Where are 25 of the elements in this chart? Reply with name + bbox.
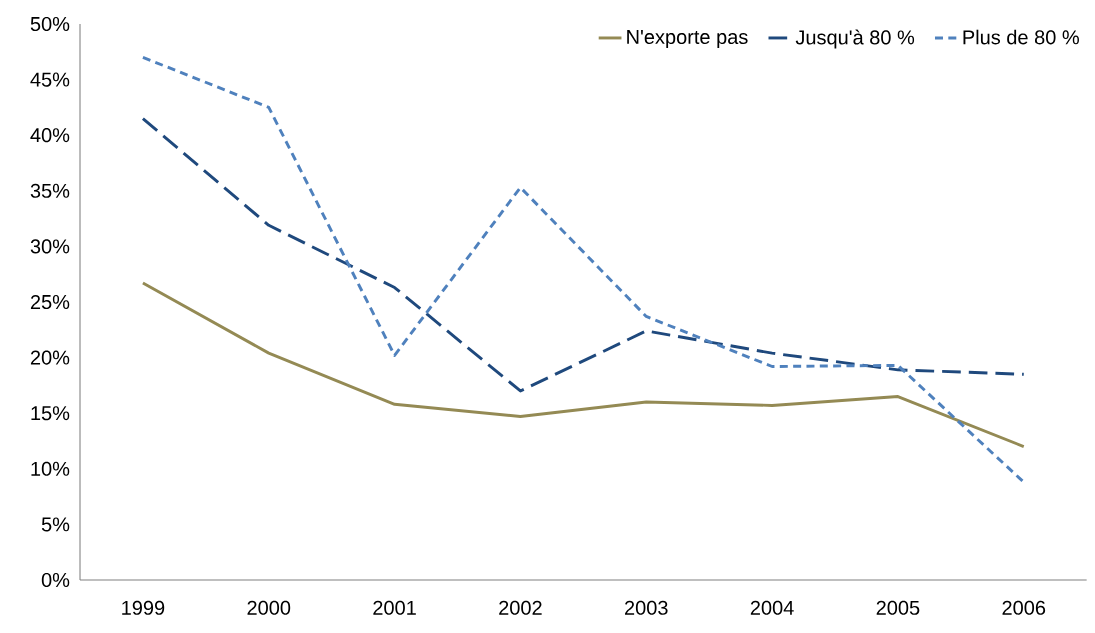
line-series xyxy=(141,117,1026,393)
x-tick-label: 2006 xyxy=(1002,600,1046,615)
x-tick-label: 2003 xyxy=(625,600,668,615)
y-tick-label: 15% xyxy=(31,406,70,421)
y-tick-label: 30% xyxy=(30,239,70,254)
y-tick-label: 25% xyxy=(30,294,70,310)
x-tick-label: 2001 xyxy=(373,600,416,615)
legend-label: Jusqu'à 80 % xyxy=(795,29,915,49)
y-tick-label: 45% xyxy=(30,72,70,87)
x-tick-label: 1999 xyxy=(122,600,165,615)
y-tick-label: 40% xyxy=(30,128,70,143)
x-tick-label: 2005 xyxy=(876,600,920,615)
x-tick-label: 2002 xyxy=(499,600,542,615)
line-series xyxy=(141,55,1026,484)
y-tick-label: 5% xyxy=(41,517,70,532)
legend-label: Plus de 80 % xyxy=(963,29,1079,45)
y-tick-label: 35% xyxy=(30,183,70,198)
x-tick-label: 2000 xyxy=(247,600,291,615)
line-series xyxy=(141,281,1026,449)
y-tick-label: 10% xyxy=(31,461,70,476)
y-tick-label: 20% xyxy=(30,350,70,365)
y-tick-label: 0% xyxy=(41,572,70,588)
y-tick-label: 50% xyxy=(30,16,70,32)
x-tick-label: 2004 xyxy=(750,600,794,615)
legend-label: N'exporte pas xyxy=(627,30,748,48)
